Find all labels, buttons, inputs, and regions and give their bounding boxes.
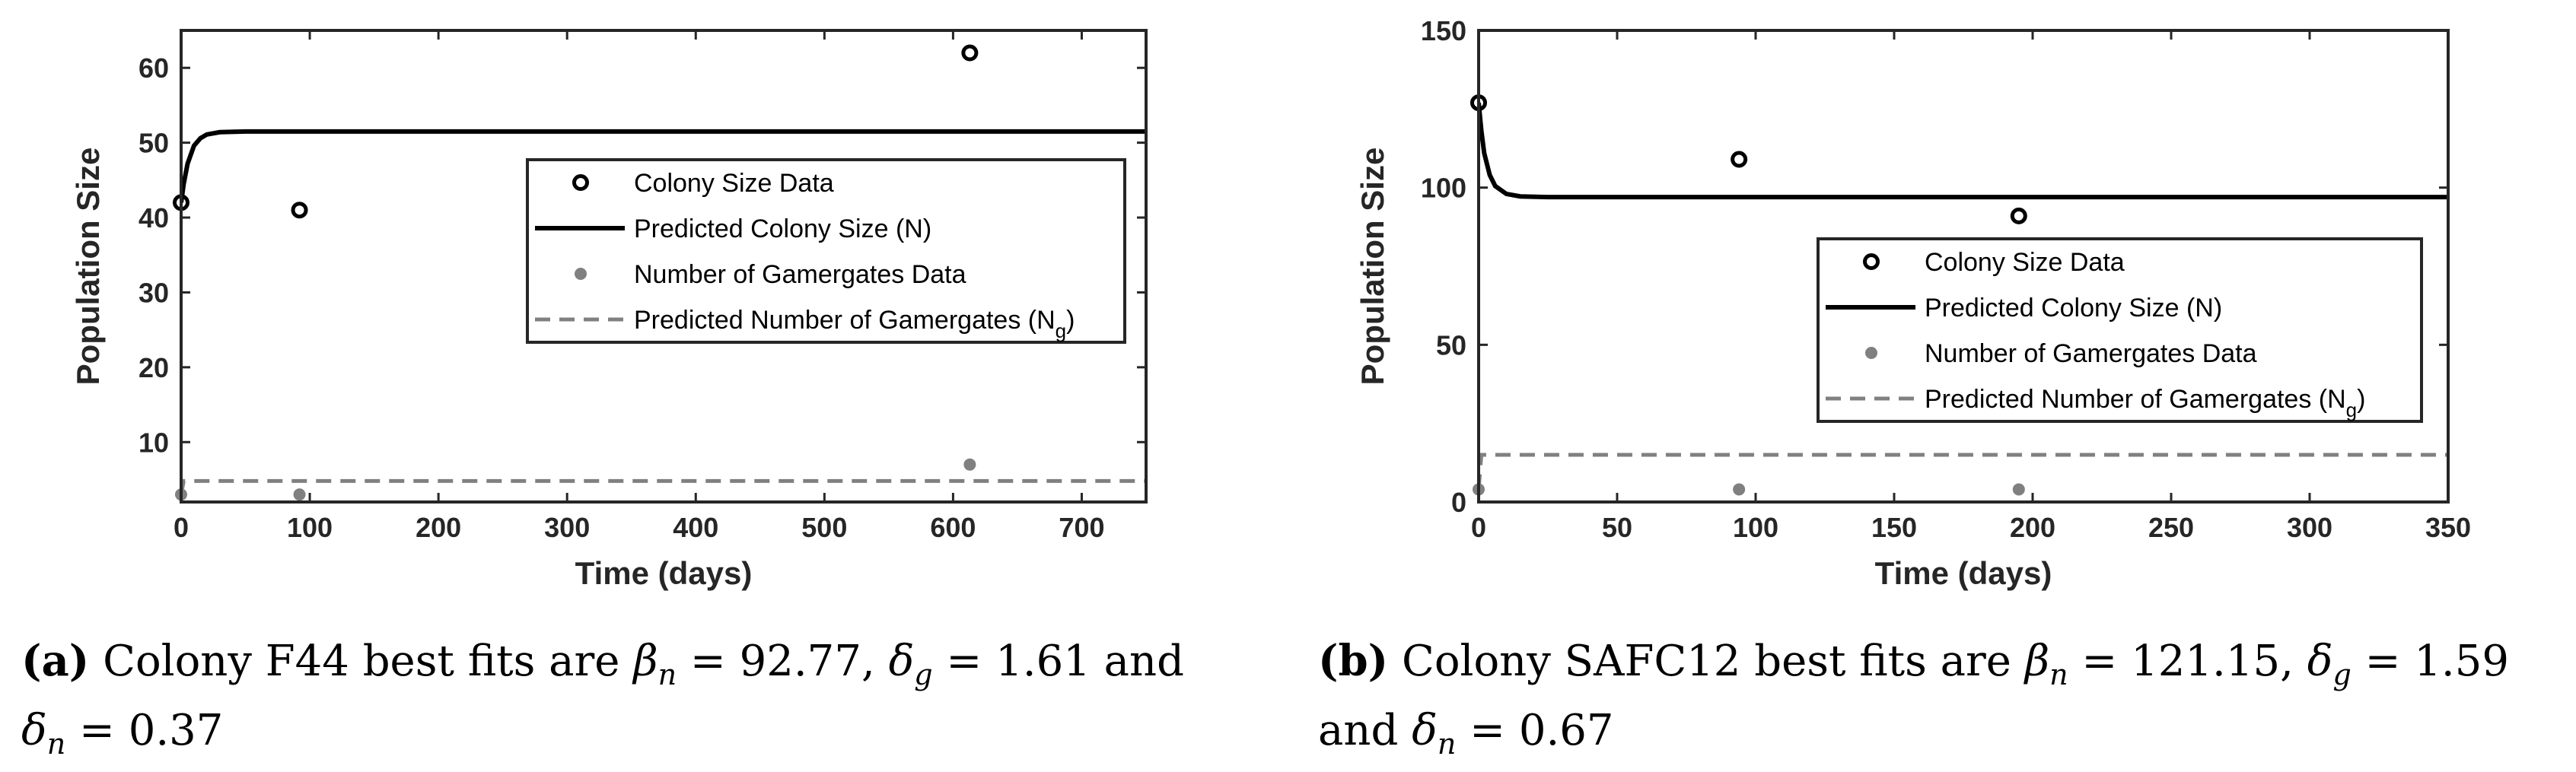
axes-box: [1477, 29, 2450, 504]
y-tick-label: 10: [139, 427, 169, 458]
x-axis-title: Time (days): [1875, 555, 2052, 591]
gamergates-point: [963, 458, 976, 471]
legend: Colony Size Data Predicted Colony Size (N…: [526, 158, 1126, 344]
x-tick-label: 250: [2148, 512, 2194, 543]
caption-a-text: Colony F44 best fits are: [103, 637, 620, 686]
x-tick-label: 0: [174, 512, 189, 543]
y-tick-label: 60: [139, 52, 169, 84]
y-axis-title: Population Size: [1355, 148, 1390, 386]
x-tick-label: 700: [1059, 512, 1104, 543]
x-tick-label: 200: [416, 512, 461, 543]
legend-entry: Predicted Number of Gamergates (Ng): [1925, 385, 2365, 421]
x-tick-label: 350: [2425, 512, 2471, 543]
caption-a-deltan-value: 0.37: [128, 706, 224, 756]
caption-b-deltag-value: 1.59: [2414, 637, 2509, 686]
y-tick-label: 150: [1421, 15, 1466, 46]
legend-entry: Number of Gamergates Data: [1925, 339, 2257, 368]
x-tick-label: 50: [1602, 512, 1632, 543]
predicted-colony-size-line: [1479, 102, 2448, 200]
legend-open-circle-icon: [572, 174, 589, 191]
legend-entry: Colony Size Data: [634, 169, 834, 198]
y-tick-label: 0: [1451, 487, 1466, 518]
y-tick-label: 30: [139, 277, 169, 308]
legend: Colony Size Data Predicted Colony Size (N…: [1817, 237, 2423, 423]
x-tick-label: 300: [2287, 512, 2332, 543]
legend-filled-circle-icon: [1865, 347, 1877, 359]
predicted-colony-size-line: [181, 129, 1146, 203]
y-tick-label: 20: [139, 352, 169, 383]
x-tick-label: 400: [673, 512, 718, 543]
caption-a-deltag-value: 1.61 and: [995, 637, 1184, 686]
legend-entry: Predicted Colony Size (N): [634, 214, 931, 243]
caption-a-beta-value: 92.77,: [739, 637, 875, 686]
gamergates-point: [1733, 483, 1746, 496]
caption-b: (b) Colony SAFC12 best fits are βn = 121…: [1318, 636, 2509, 761]
x-tick-label: 0: [1471, 512, 1486, 543]
x-axis-title: Time (days): [575, 555, 753, 591]
caption-a: (a) Colony F44 best fits are βn = 92.77,…: [21, 636, 1184, 761]
caption-b-text: Colony SAFC12 best fits are: [1401, 637, 2011, 686]
axes-box: [180, 29, 1148, 504]
legend-filled-circle-icon: [575, 268, 587, 280]
colony-size-point: [1731, 151, 1748, 168]
legend-entry: Colony Size Data: [1925, 248, 2125, 277]
chart-b: 0 50 100 150 200 250 300 350 0 50 100 150 Time (days…: [1355, 15, 2471, 591]
caption-b-and: and: [1318, 706, 1399, 756]
legend-box: [1817, 237, 2423, 423]
y-tick-label: 50: [139, 128, 169, 159]
gamergates-point: [293, 488, 306, 501]
x-tick-label: 100: [287, 512, 333, 543]
x-tick-label: 500: [801, 512, 847, 543]
colony-size-point: [2010, 207, 2027, 224]
chart-a: 0 100 200 300 400 500 600 700 10 20 30 40 50 60 Time (…: [70, 29, 1148, 591]
y-axis-title: Population Size: [70, 148, 106, 386]
colony-size-point: [291, 202, 308, 219]
x-tick-label: 150: [1871, 512, 1917, 543]
y-tick-label: 40: [139, 202, 169, 234]
legend-open-circle-icon: [1863, 253, 1880, 270]
legend-entry: Predicted Number of Gamergates (Ng): [634, 306, 1075, 342]
y-tick-label: 100: [1421, 173, 1466, 204]
caption-b-beta-value: 121.15,: [2131, 637, 2294, 686]
x-tick-label: 100: [1733, 512, 1778, 543]
legend-entry: Predicted Colony Size (N): [1925, 294, 2222, 322]
legend-box: [526, 158, 1126, 344]
x-tick-label: 600: [930, 512, 976, 543]
caption-b-label: (b): [1318, 636, 1389, 686]
x-tick-label: 200: [2010, 512, 2055, 543]
gamergates-point: [2012, 483, 2025, 496]
y-tick-label: 50: [1436, 329, 1466, 361]
colony-size-point: [961, 44, 979, 62]
caption-a-label: (a): [21, 636, 90, 686]
caption-b-deltan-value: 0.67: [1518, 706, 1614, 756]
x-tick-label: 300: [544, 512, 590, 543]
legend-entry: Number of Gamergates Data: [634, 260, 966, 289]
